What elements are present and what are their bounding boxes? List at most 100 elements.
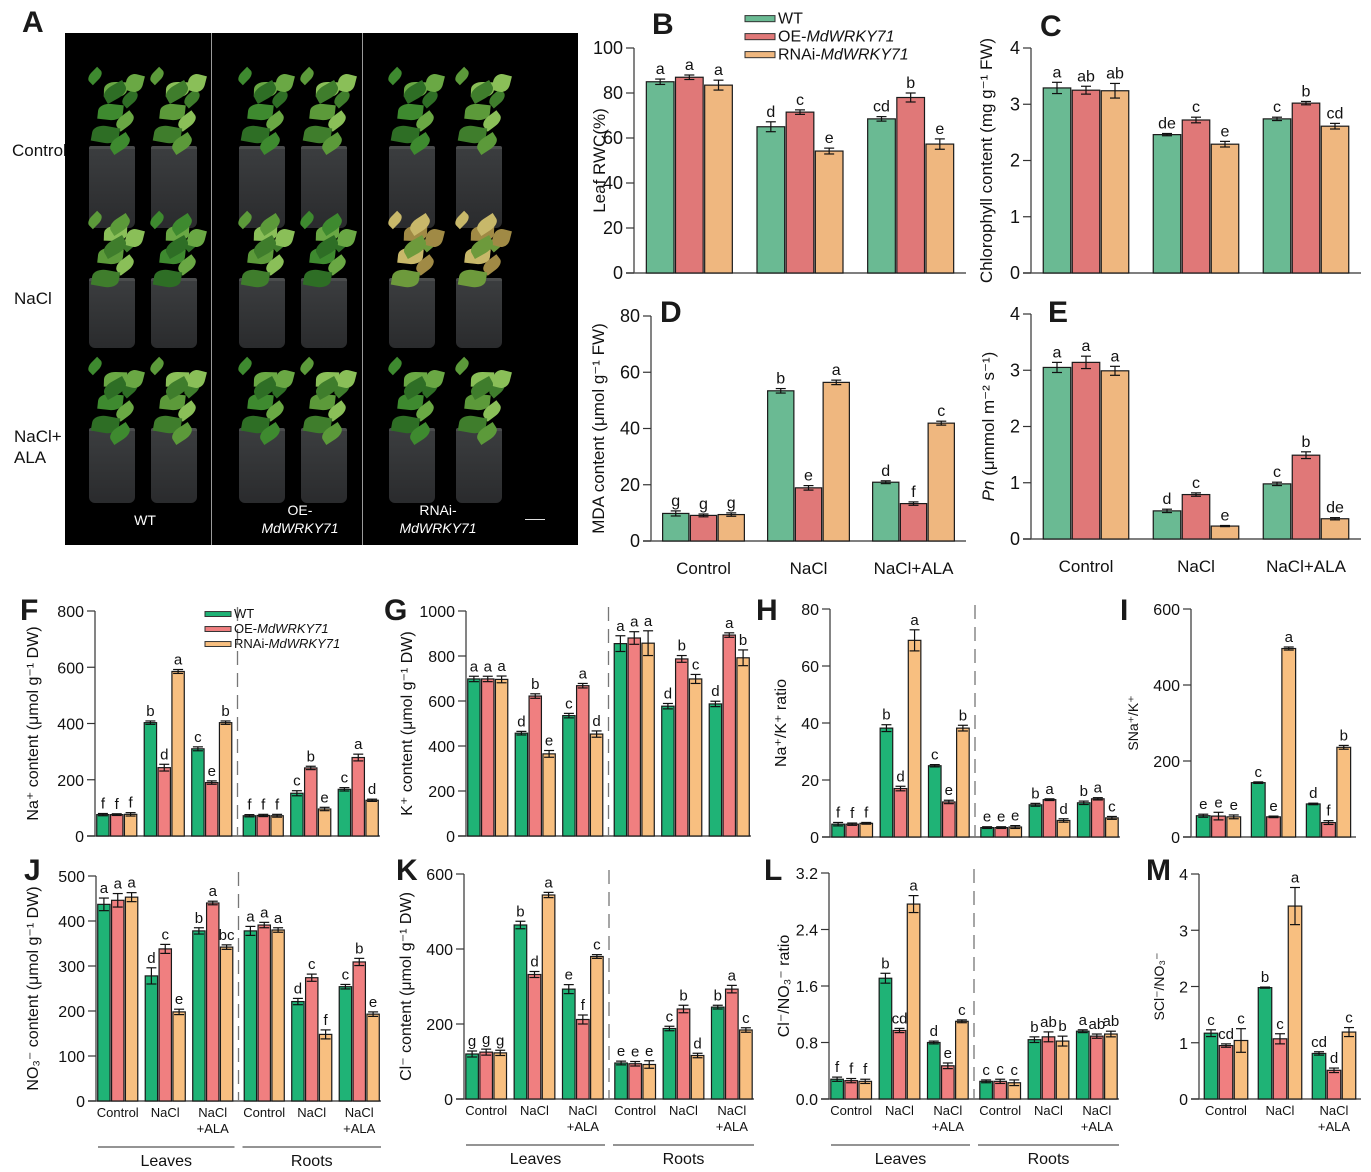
photo-caption-oe: OE- MdWRKY71 [245, 501, 355, 537]
bar-wt [1262, 483, 1292, 540]
significance-letter: a [630, 614, 639, 631]
bar-rnai-mdwrky71 [822, 381, 850, 542]
y-tick-label: 0 [1010, 263, 1020, 283]
potted-plant [83, 208, 145, 348]
significance-letter: e [983, 809, 991, 826]
significance-letter: b [881, 955, 889, 972]
y-tick-label: 0 [446, 829, 455, 846]
bar-rnai-mdwrky71 [218, 722, 233, 837]
bar-wt [1305, 803, 1321, 838]
bar-wt [926, 1041, 941, 1100]
y-tick-label: 3.2 [796, 866, 818, 883]
significance-letter: a [832, 362, 841, 379]
significance-letter: b [1080, 783, 1088, 800]
significance-letter: d [711, 683, 719, 700]
bar-oe-mdwrky71 [1181, 493, 1211, 540]
bar-rnai-mdwrky71 [955, 1020, 969, 1100]
x-tick-label: +ALA [567, 1119, 599, 1134]
significance-letter: b [1302, 434, 1311, 451]
bar-rnai-mdwrky71 [642, 1063, 657, 1100]
significance-letter: b [882, 707, 890, 724]
y-tick-label: 20 [603, 218, 623, 238]
y-tick-label: 40 [801, 716, 819, 733]
significance-letter: d [368, 781, 376, 798]
x-tick-label: Control [614, 1103, 656, 1118]
significance-letter: cd [873, 99, 890, 116]
bar-wt [191, 748, 205, 837]
significance-letter: d [881, 463, 890, 480]
x-tick-label: NaCl [297, 1105, 326, 1120]
significance-letter: d [517, 713, 525, 730]
significance-letter: b [776, 371, 785, 388]
significance-letter: c [162, 926, 170, 943]
significance-letter: a [910, 612, 919, 629]
bar-oe-mdwrky71 [1326, 1069, 1342, 1100]
significance-letter: b [906, 75, 915, 92]
bar-wt [756, 126, 786, 274]
y-axis-label: SNa⁺/K⁺ [1125, 695, 1141, 750]
significance-letter: de [1326, 500, 1344, 517]
y-tick-label: 400 [58, 914, 85, 931]
significance-letter: e [935, 121, 944, 138]
bar-rnai-mdwrky71 [493, 1052, 508, 1100]
y-tick-label: 0 [75, 829, 84, 846]
significance-letter: e [1221, 508, 1230, 525]
bar-oe-mdwrky71 [479, 1051, 494, 1100]
significance-letter: a [1082, 338, 1091, 355]
bar-oe-mdwrky71 [1089, 1035, 1104, 1100]
bar-wt [1028, 804, 1043, 838]
bar-rnai-mdwrky71 [927, 422, 955, 542]
bar-rnai-mdwrky71 [641, 642, 655, 837]
bar-wt [1152, 510, 1182, 540]
y-tick-label: 400 [57, 717, 84, 734]
y-tick-label: 4 [1010, 304, 1020, 324]
bar-rnai-mdwrky71 [1336, 746, 1352, 838]
group-label: Roots [1028, 1151, 1070, 1168]
significance-letter: c [692, 656, 700, 673]
significance-letter: a [470, 658, 479, 675]
y-tick-label: 20 [620, 475, 640, 495]
significance-letter: f [863, 1061, 868, 1078]
legend-swatch [744, 51, 776, 59]
significance-letter: d [1163, 491, 1172, 508]
significance-letter: c [1237, 1011, 1245, 1028]
legend-label-italic: MdWRKY71 [821, 47, 909, 64]
y-tick-label: 0 [1010, 529, 1020, 549]
significance-letter: d [530, 954, 538, 971]
significance-letter: ab [1088, 1016, 1105, 1033]
photo-divider [362, 33, 363, 545]
bar-wt [662, 1027, 677, 1100]
y-tick-label: 3 [1010, 94, 1020, 114]
significance-letter: e [320, 789, 328, 806]
bar-oe-mdwrky71 [1291, 454, 1321, 540]
bar-rnai-mdwrky71 [1056, 819, 1071, 838]
legend-label-prefix: RNAi- [234, 636, 269, 651]
significance-letter: a [354, 736, 363, 753]
y-tick-label: 0.0 [796, 1092, 818, 1109]
bar-oe-mdwrky71 [896, 96, 926, 274]
bar-rnai-mdwrky71 [589, 733, 604, 837]
bar-rnai-mdwrky71 [906, 903, 921, 1100]
significance-letter: c [1273, 99, 1281, 116]
x-tick-label: +ALA [343, 1121, 375, 1136]
bar-oe-mdwrky71 [1291, 102, 1321, 274]
bar-rnai-mdwrky71 [1104, 1033, 1118, 1100]
y-tick-label: 4 [1010, 38, 1020, 58]
x-tick-label: NaCl+ALA [874, 559, 955, 578]
x-tick-label: NaCl [717, 1103, 746, 1118]
bar-rnai-mdwrky71 [1320, 125, 1350, 274]
y-tick-label: 40 [620, 419, 640, 439]
bar-oe-mdwrky71 [1071, 89, 1101, 274]
bar-wt [1250, 782, 1266, 838]
bar-oe-mdwrky71 [205, 902, 220, 1102]
significance-letter: a [1045, 781, 1054, 798]
bar-rnai-mdwrky71 [704, 84, 733, 274]
bar-wt [144, 975, 159, 1102]
significance-letter: b [195, 910, 203, 927]
x-tick-label: +ALA [1318, 1119, 1350, 1134]
significance-letter: b [959, 707, 967, 724]
bar-rnai-mdwrky71 [590, 955, 604, 1100]
panel-letter-a: A [22, 6, 44, 39]
significance-letter: c [1273, 464, 1281, 481]
